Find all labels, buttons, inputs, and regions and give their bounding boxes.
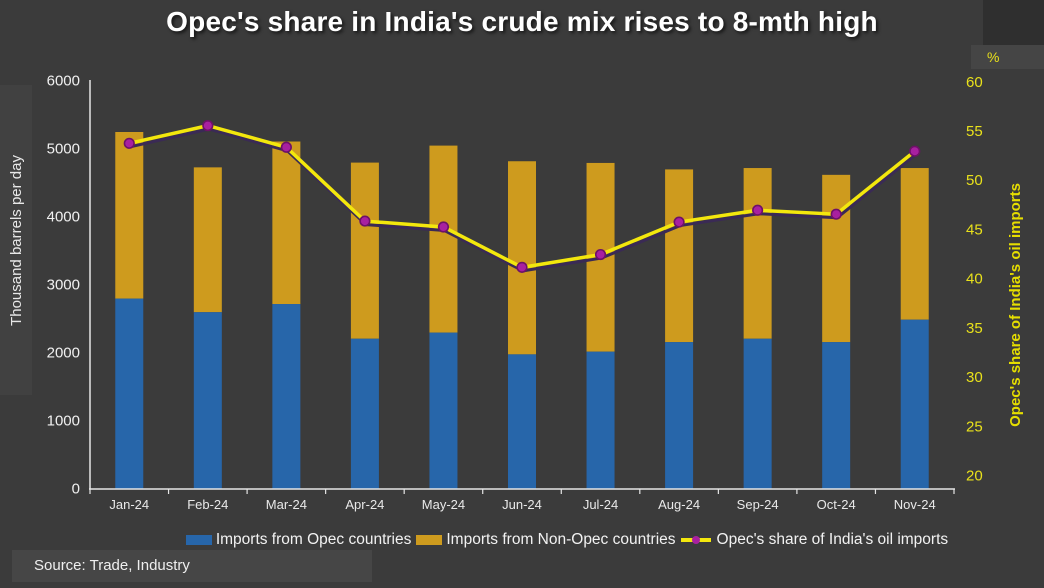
marker-Jul-24	[594, 248, 607, 261]
x-label-Oct-24: Oct-24	[817, 497, 856, 512]
right-tick-45: 45	[966, 221, 983, 238]
source-note: Source: Trade, Industry	[12, 550, 372, 582]
bar-nonopec-Oct-24	[822, 174, 851, 343]
bar-opec-Oct-24	[822, 342, 851, 489]
x-label-Jul-24: Jul-24	[583, 497, 618, 512]
x-label-Jun-24: Jun-24	[502, 497, 542, 512]
percent-symbol: %	[987, 49, 1000, 65]
bar-opec-Feb-24	[193, 312, 222, 489]
axes-group: 0 1000 2000 3000 4000 5000 6000 20 25 30 35 40 45 50 5…	[47, 73, 983, 513]
legend-item-nonopec-imports: Imports from Non-Opec countries	[416, 531, 676, 549]
x-label-Nov-24: Nov-24	[894, 497, 936, 512]
bar-nonopec-Jan-24	[115, 132, 144, 299]
marker-Oct-24	[830, 208, 842, 220]
marker-Apr-24	[359, 215, 371, 227]
x-label-Jan-24: Jan-24	[109, 497, 149, 512]
marker-Jun-24	[516, 261, 528, 273]
bar-nonopec-Sep-24	[743, 168, 772, 339]
bars-group	[115, 132, 929, 489]
marker-Nov-24	[909, 145, 921, 157]
x-label-Sep-24: Sep-24	[737, 497, 779, 512]
right-tick-50: 50	[966, 172, 983, 189]
bar-nonopec-Jun-24	[508, 161, 536, 355]
bar-nonopec-Apr-24	[350, 162, 379, 339]
legend-item-opec-share: Opec's share of India's oil imports	[680, 531, 949, 549]
legend-line-marker-icon	[680, 535, 713, 545]
legend: Imports from Opec countries Imports from…	[90, 530, 1044, 550]
left-axis-title-panel: Thousand barrels per day	[0, 85, 32, 395]
left-tick-6000: 6000	[47, 73, 80, 90]
x-label-Feb-24: Feb-24	[187, 497, 228, 512]
legend-item-opec-imports: Imports from Opec countries	[185, 531, 412, 549]
marker-May-24	[437, 221, 450, 233]
bar-opec-Jul-24	[586, 351, 615, 489]
legend-swatch-nonopec-imports	[416, 535, 443, 545]
marker-Mar-24	[280, 141, 292, 153]
marker-Feb-24	[202, 120, 214, 132]
left-tick-1000: 1000	[47, 413, 80, 430]
bar-nonopec-Feb-24	[193, 167, 222, 313]
bar-opec-May-24	[429, 332, 458, 489]
bar-opec-Mar-24	[272, 304, 301, 489]
chart-title: Opec's share in India's crude mix rises …	[166, 6, 878, 37]
left-tick-0: 0	[72, 481, 80, 498]
bar-nonopec-May-24	[429, 145, 458, 333]
bar-opec-Nov-24	[900, 319, 929, 489]
bar-nonopec-Aug-24	[665, 169, 694, 343]
right-tick-60: 60	[966, 74, 983, 91]
right-tick-55: 55	[966, 123, 983, 140]
right-tick-25: 25	[966, 418, 983, 435]
right-tick-35: 35	[966, 320, 983, 337]
left-tick-3000: 3000	[47, 277, 80, 294]
bar-nonopec-Nov-24	[900, 168, 929, 320]
bar-opec-Aug-24	[665, 342, 694, 489]
legend-label-opec-share: Opec's share of India's oil imports	[716, 531, 949, 548]
right-tick-30: 30	[966, 369, 983, 386]
legend-label-nonopec-imports: Imports from Non-Opec countries	[446, 531, 676, 548]
left-tick-2000: 2000	[47, 345, 80, 362]
bar-opec-Jan-24	[115, 298, 144, 489]
x-label-Mar-24: Mar-24	[266, 497, 307, 512]
marker-Sep-24	[752, 204, 764, 216]
left-tick-5000: 5000	[47, 141, 80, 158]
x-label-May-24: May-24	[422, 497, 465, 512]
bar-nonopec-Mar-24	[272, 141, 301, 305]
bar-opec-Jun-24	[508, 354, 536, 489]
bar-opec-Sep-24	[743, 338, 772, 489]
marker-Aug-24	[673, 216, 685, 228]
legend-label-opec-imports: Imports from Opec countries	[215, 531, 412, 548]
x-label-Aug-24: Aug-24	[658, 497, 700, 512]
marker-Jan-24	[123, 137, 135, 149]
x-label-Apr-24: Apr-24	[345, 497, 384, 512]
bar-opec-Apr-24	[350, 338, 379, 489]
line-series-group	[123, 120, 921, 273]
right-axis-unit: %	[971, 45, 1044, 69]
right-tick-20: 20	[966, 468, 983, 485]
legend-swatch-opec-imports	[185, 535, 212, 545]
right-tick-40: 40	[966, 271, 983, 288]
left-tick-4000: 4000	[47, 209, 80, 226]
top-right-panel	[983, 0, 1044, 46]
